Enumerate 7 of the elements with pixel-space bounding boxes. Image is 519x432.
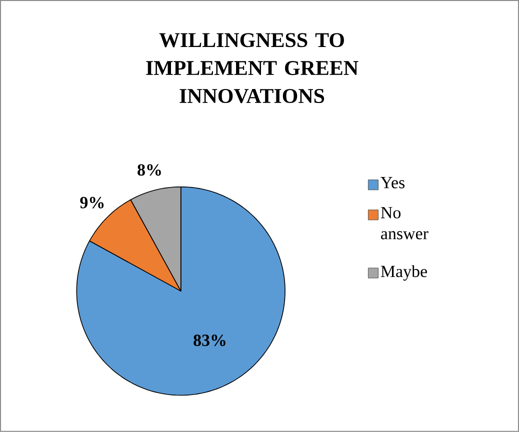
legend-label: No answer (380, 207, 428, 240)
data-label: 8% (138, 164, 161, 176)
legend-label: Yes (380, 177, 405, 188)
legend-label: Maybe (380, 265, 427, 281)
data-label: 83% (194, 334, 226, 346)
chart-title: WILLINGNESS TO IMPLEMENT GREEN INNOVATIONS (146, 33, 358, 104)
data-label: 9% (80, 196, 104, 208)
